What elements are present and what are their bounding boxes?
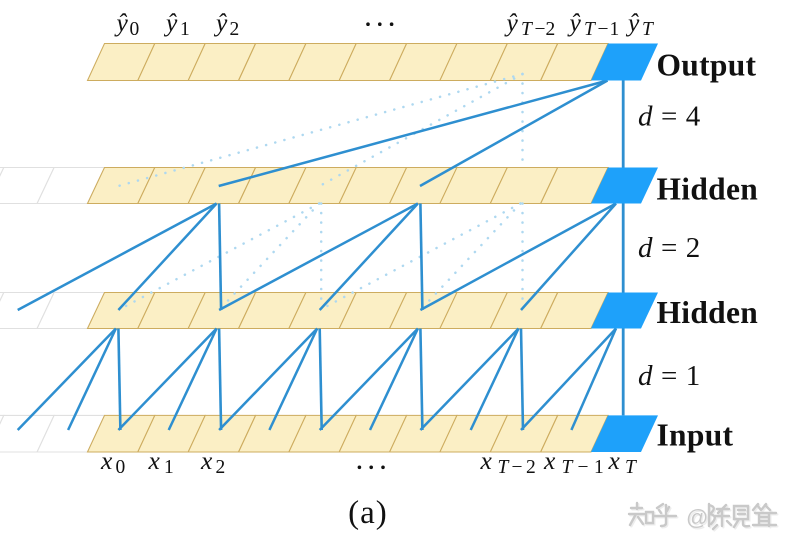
svg-text:x: x xyxy=(543,446,556,475)
svg-text:ŷ: ŷ xyxy=(114,8,129,37)
svg-text:T: T xyxy=(562,457,574,478)
svg-text:@: @ xyxy=(687,506,709,531)
svg-text:2: 2 xyxy=(230,19,240,40)
svg-text:(a): (a) xyxy=(348,495,388,531)
svg-text:d = 1: d = 1 xyxy=(638,360,701,392)
svg-text:1: 1 xyxy=(164,457,174,478)
svg-text:x: x xyxy=(608,446,621,475)
svg-text:−: − xyxy=(512,457,523,478)
svg-text:x: x xyxy=(200,446,213,475)
svg-text:−: − xyxy=(535,19,546,40)
svg-text:T: T xyxy=(498,457,510,478)
svg-text:x: x xyxy=(148,446,161,475)
svg-text:2: 2 xyxy=(526,457,536,478)
svg-text:x: x xyxy=(100,446,113,475)
svg-text:1: 1 xyxy=(594,457,604,478)
svg-text:−: − xyxy=(578,457,589,478)
svg-text:0: 0 xyxy=(116,457,126,478)
svg-text:Output: Output xyxy=(657,48,757,83)
svg-text:2: 2 xyxy=(216,457,226,478)
svg-text:Hidden: Hidden xyxy=(657,295,759,330)
svg-text:2: 2 xyxy=(546,19,556,40)
svg-text:ŷ: ŷ xyxy=(213,8,228,37)
svg-text:d = 2: d = 2 xyxy=(638,232,701,264)
svg-text:ŷ: ŷ xyxy=(163,8,178,37)
svg-text:−: − xyxy=(598,19,609,40)
svg-text:Hidden: Hidden xyxy=(657,172,759,207)
svg-text:ŷ: ŷ xyxy=(625,8,640,37)
svg-text:T: T xyxy=(584,19,596,40)
svg-text:ŷ: ŷ xyxy=(567,8,582,37)
svg-text:T: T xyxy=(521,19,533,40)
svg-text:d = 4: d = 4 xyxy=(638,101,701,133)
svg-text:x: x xyxy=(480,446,493,475)
svg-text:1: 1 xyxy=(180,19,190,40)
svg-text:T: T xyxy=(642,19,654,40)
svg-text:1: 1 xyxy=(610,19,620,40)
svg-text:ŷ: ŷ xyxy=(504,8,519,37)
svg-text:0: 0 xyxy=(130,19,140,40)
svg-text:Input: Input xyxy=(657,418,734,453)
svg-text:@: @ xyxy=(686,505,708,530)
svg-text:T: T xyxy=(625,457,637,478)
